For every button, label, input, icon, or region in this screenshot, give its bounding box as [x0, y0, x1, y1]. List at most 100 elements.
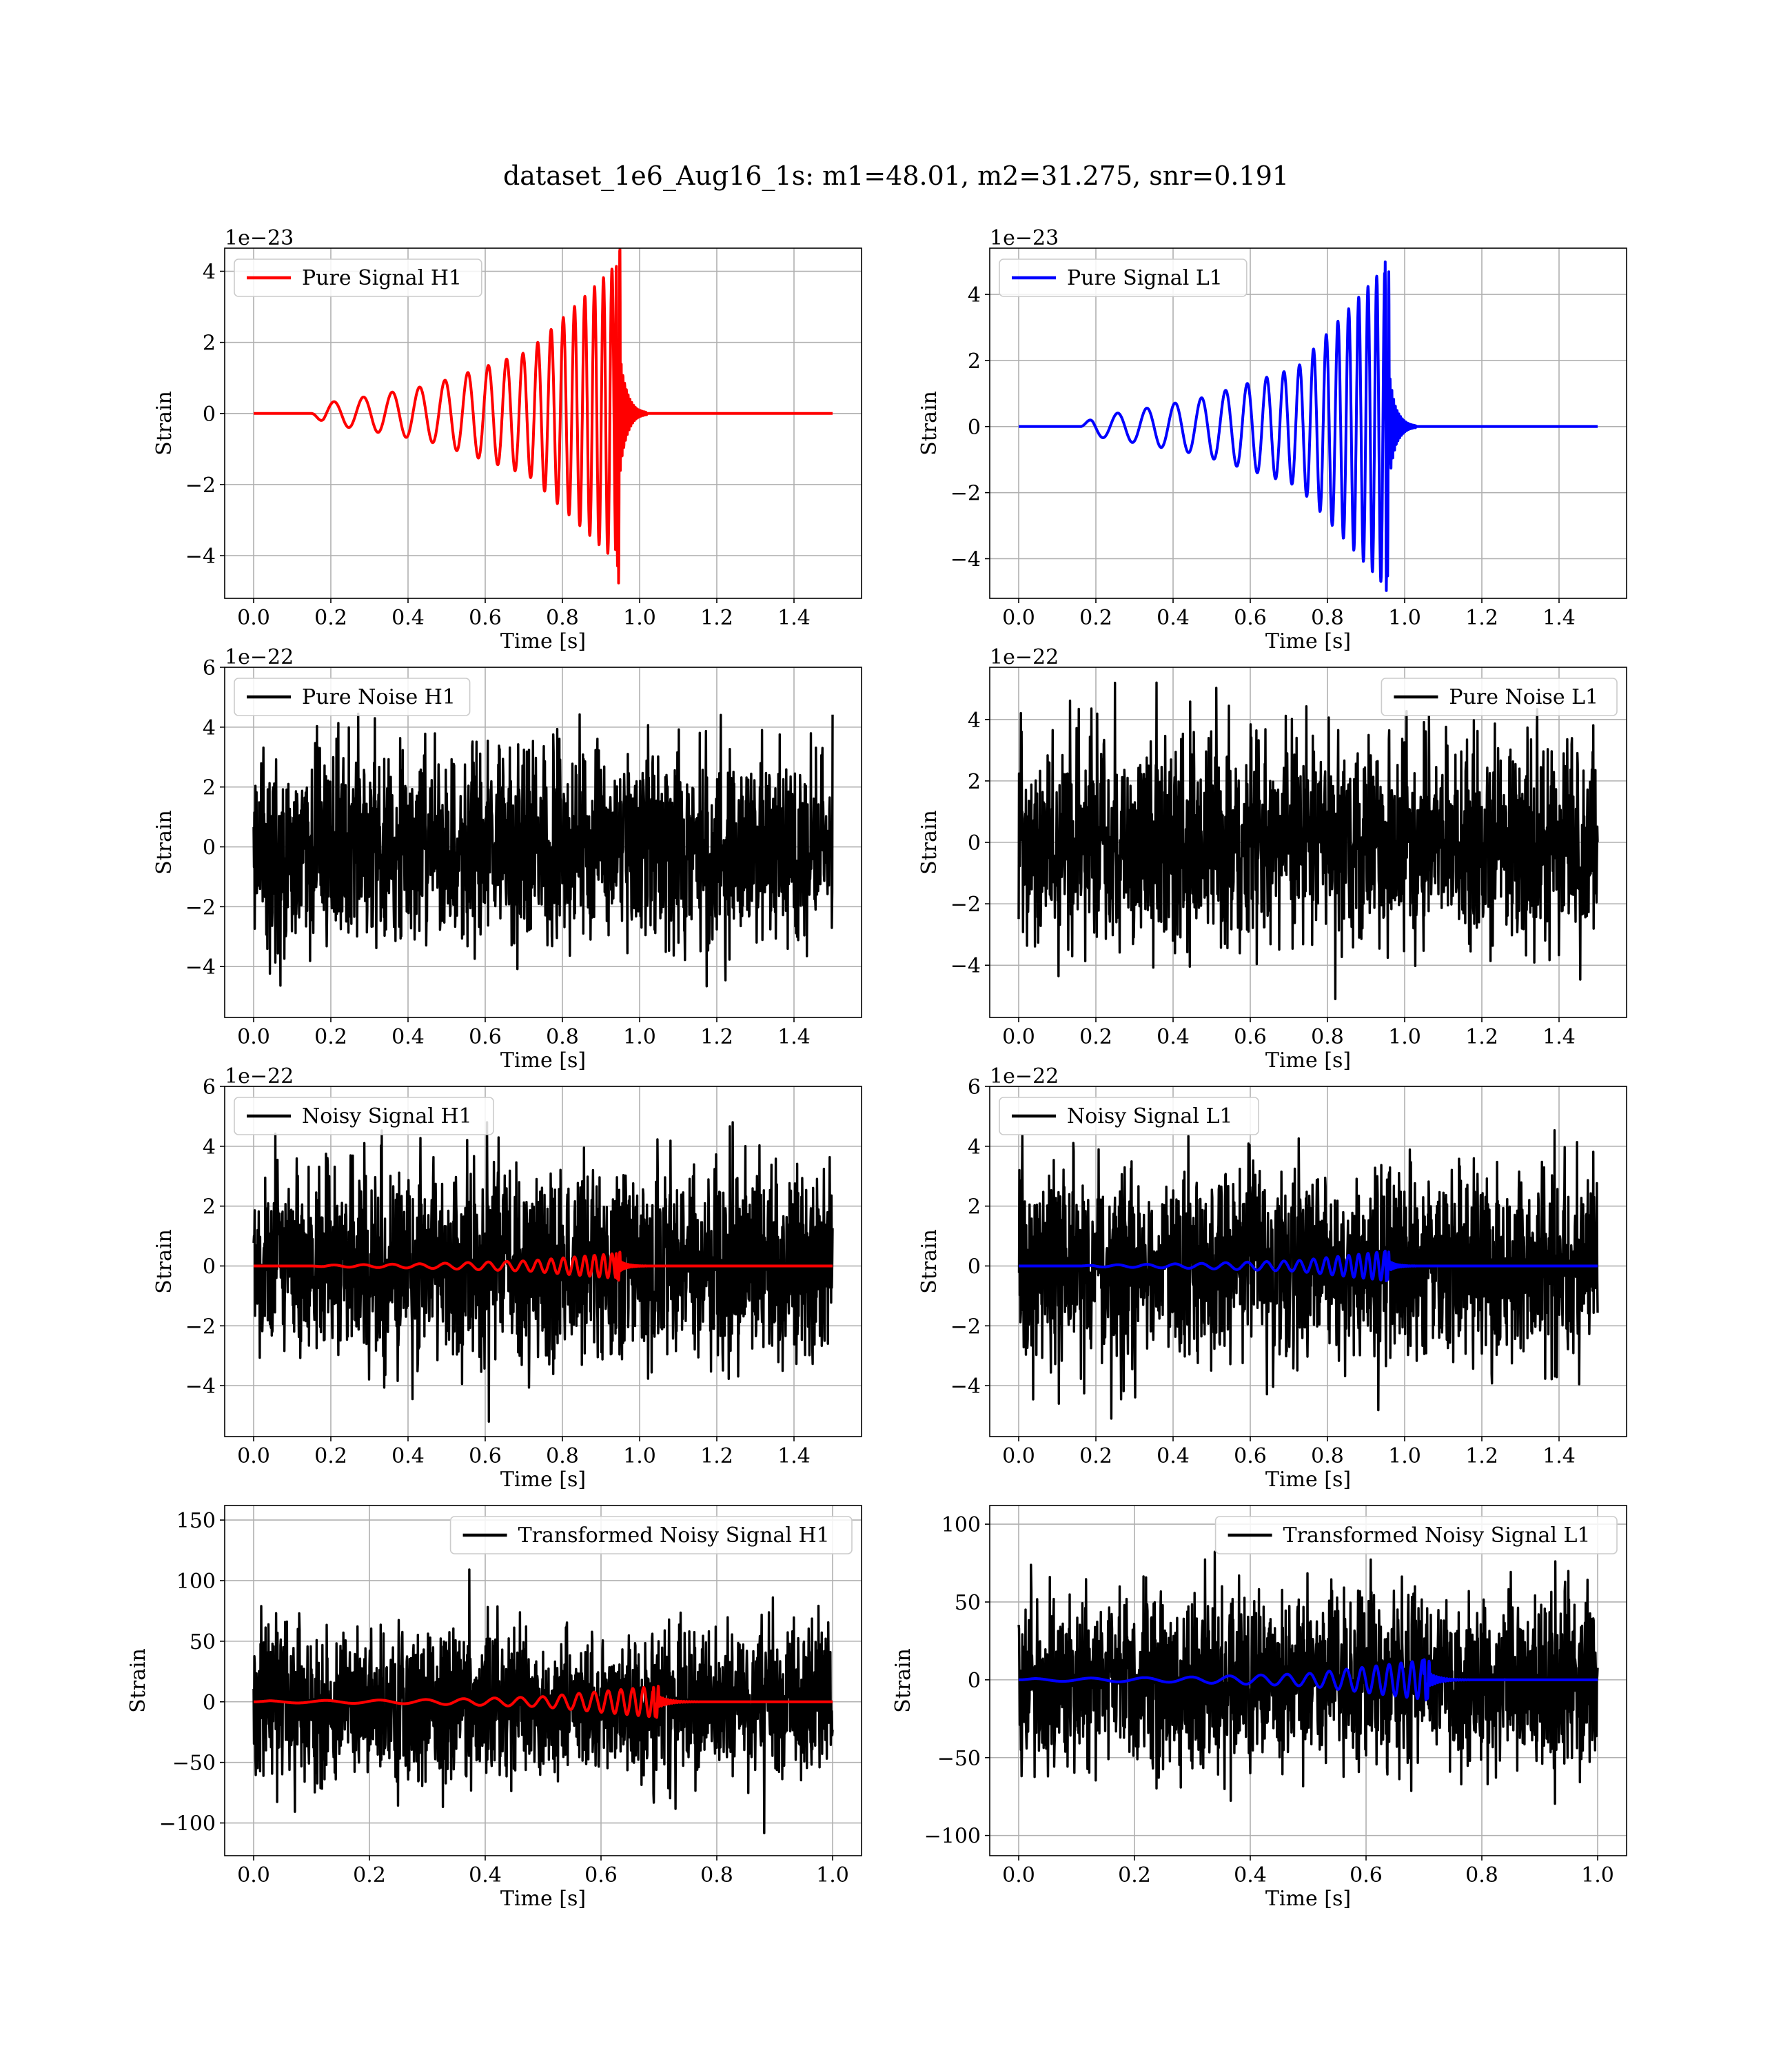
- y-offset-text: 1e−22: [990, 645, 1059, 669]
- x-tick-label: 0.4: [1157, 1025, 1190, 1049]
- x-tick-label: 0.8: [1311, 606, 1344, 630]
- x-tick-label: 0.0: [1002, 1863, 1035, 1887]
- series-line-noise: [1017, 681, 1599, 1000]
- x-tick-label: 0.0: [1002, 1444, 1035, 1468]
- y-tick-label: 50: [955, 1591, 981, 1615]
- y-tick-label: 100: [941, 1513, 981, 1537]
- subplot-transformed-noisy-signal-l1: 0.0 0.2 0.4 0.6 0.8 1.0 −100 −50 0 50 100 Time [s] S…: [891, 1505, 1627, 1911]
- y-axis-label: Strain: [126, 1648, 150, 1713]
- legend-label: Pure Signal H1: [302, 266, 462, 290]
- x-tick-label: 0.8: [546, 1025, 579, 1049]
- y-tick-label: 6: [203, 1075, 216, 1099]
- y-tick-label: −50: [937, 1747, 981, 1771]
- y-tick-label: −100: [924, 1825, 981, 1849]
- y-offset-text: 1e−22: [225, 645, 294, 669]
- legend-box: [1381, 678, 1618, 716]
- y-tick-label: 0: [203, 1255, 216, 1279]
- x-axis-label: Time [s]: [1265, 629, 1351, 653]
- x-tick-label: 1.2: [1465, 1444, 1498, 1468]
- x-tick-label: 1.0: [1581, 1863, 1614, 1887]
- y-tick-label: 0: [968, 416, 981, 440]
- subplot-grid: 0.0 0.2 0.4 0.6 0.8 1.0 1.2 1.4 −4 −2 0 2 4 Time [s] S…: [126, 226, 1627, 1911]
- plot-area: [1017, 1550, 1599, 1805]
- x-tick-label: 0.6: [469, 606, 502, 630]
- x-tick-label: 1.0: [1388, 606, 1421, 630]
- subplot-noisy-signal-l1: 0.0 0.2 0.4 0.6 0.8 1.0 1.2 1.4 −4 −2 0 2 4 6 Time [s]…: [917, 1064, 1627, 1492]
- x-axis-label: Time [s]: [500, 629, 586, 653]
- legend-box: [234, 1097, 494, 1135]
- y-tick-label: 4: [968, 283, 981, 307]
- plot-area: [1017, 1129, 1599, 1420]
- y-tick-label: −4: [185, 955, 216, 980]
- y-tick-label: −4: [950, 547, 981, 571]
- x-tick-label: 0.4: [391, 1025, 425, 1049]
- series-line-noise: [252, 1121, 834, 1423]
- y-tick-label: −4: [950, 954, 981, 978]
- y-tick-label: 4: [968, 1135, 981, 1159]
- x-tick-label: 0.4: [391, 606, 425, 630]
- series-line-noise: [1017, 1550, 1599, 1805]
- x-tick-label: 0.8: [700, 1863, 733, 1887]
- legend: Pure Noise L1: [1381, 678, 1618, 716]
- subplot-pure-signal-l1: 0.0 0.2 0.4 0.6 0.8 1.0 1.2 1.4 −4 −2 0 2 4 Time [s] S…: [917, 226, 1627, 653]
- y-tick-label: 0: [203, 1691, 216, 1715]
- x-axis-label: Time [s]: [1265, 1048, 1351, 1073]
- y-tick-label: −4: [185, 1375, 216, 1399]
- x-tick-label: 1.4: [1542, 1025, 1576, 1049]
- x-tick-label: 0.2: [1079, 606, 1112, 630]
- x-tick-label: 0.0: [237, 1444, 270, 1468]
- y-offset-text: 1e−23: [225, 226, 294, 250]
- x-axis-label: Time [s]: [500, 1468, 586, 1492]
- y-tick-label: −2: [185, 474, 216, 498]
- y-tick-label: 6: [203, 656, 216, 680]
- legend-box: [234, 258, 482, 297]
- y-tick-label: 150: [176, 1509, 216, 1533]
- legend-label: Pure Noise L1: [1449, 685, 1598, 709]
- x-tick-label: 0.0: [237, 1863, 270, 1887]
- y-tick-label: 4: [968, 709, 981, 733]
- x-axis-label: Time [s]: [500, 1887, 586, 1911]
- y-tick-label: 0: [968, 1669, 981, 1693]
- subplot-pure-signal-h1: 0.0 0.2 0.4 0.6 0.8 1.0 1.2 1.4 −4 −2 0 2 4 Time [s] S…: [152, 226, 862, 653]
- legend: Transformed Noisy Signal L1: [1214, 1516, 1618, 1554]
- x-tick-label: 1.0: [816, 1863, 849, 1887]
- plot-area: [252, 712, 834, 988]
- axes-frame: [224, 247, 862, 599]
- x-tick-label: 1.0: [623, 606, 656, 630]
- x-tick-label: 0.6: [469, 1444, 502, 1468]
- x-tick-label: 0.2: [1118, 1863, 1151, 1887]
- y-tick-label: −100: [159, 1812, 216, 1836]
- subplot-noisy-signal-h1: 0.0 0.2 0.4 0.6 0.8 1.0 1.2 1.4 −4 −2 0 2 4 6 Time [s]…: [152, 1064, 862, 1492]
- y-tick-label: 4: [203, 261, 216, 285]
- legend-label: Noisy Signal L1: [1067, 1104, 1232, 1128]
- subplot-transformed-noisy-signal-h1: 0.0 0.2 0.4 0.6 0.8 1.0 −100 −50 0 50 100 150 Time […: [126, 1505, 862, 1911]
- x-tick-label: 0.8: [546, 606, 579, 630]
- x-tick-label: 0.8: [1311, 1444, 1344, 1468]
- series-line-signal: [1017, 1658, 1599, 1702]
- plot-area: [252, 1121, 834, 1423]
- x-tick-label: 0.0: [237, 1025, 270, 1049]
- x-tick-label: 0.8: [546, 1444, 579, 1468]
- series-line-noise: [1017, 1129, 1599, 1420]
- x-tick-label: 0.0: [1002, 1025, 1035, 1049]
- x-tick-label: 1.2: [700, 1025, 733, 1049]
- axes-frame: [989, 247, 1627, 599]
- series-line-signal: [252, 1685, 834, 1719]
- legend-label: Transformed Noisy Signal L1: [1283, 1523, 1591, 1548]
- x-tick-label: 1.4: [1542, 606, 1576, 630]
- x-tick-label: 0.8: [1311, 1025, 1344, 1049]
- y-tick-label: 0: [203, 836, 216, 860]
- plot-area: [252, 248, 834, 585]
- x-tick-label: 0.4: [1234, 1863, 1267, 1887]
- y-tick-label: 2: [968, 770, 981, 794]
- x-axis-label: Time [s]: [1265, 1468, 1351, 1492]
- y-axis-label: Strain: [152, 810, 176, 875]
- y-axis-label: Strain: [152, 391, 176, 456]
- legend: Pure Signal L1: [999, 258, 1248, 297]
- x-tick-label: 1.4: [777, 1444, 811, 1468]
- subplot-pure-noise-h1: 0.0 0.2 0.4 0.6 0.8 1.0 1.2 1.4 −4 −2 0 2 4 6 Time [s]…: [152, 645, 862, 1073]
- y-tick-label: −2: [185, 1315, 216, 1339]
- x-axis-label: Time [s]: [500, 1048, 586, 1073]
- legend: Transformed Noisy Signal H1: [449, 1516, 853, 1554]
- x-tick-label: 1.4: [1542, 1444, 1576, 1468]
